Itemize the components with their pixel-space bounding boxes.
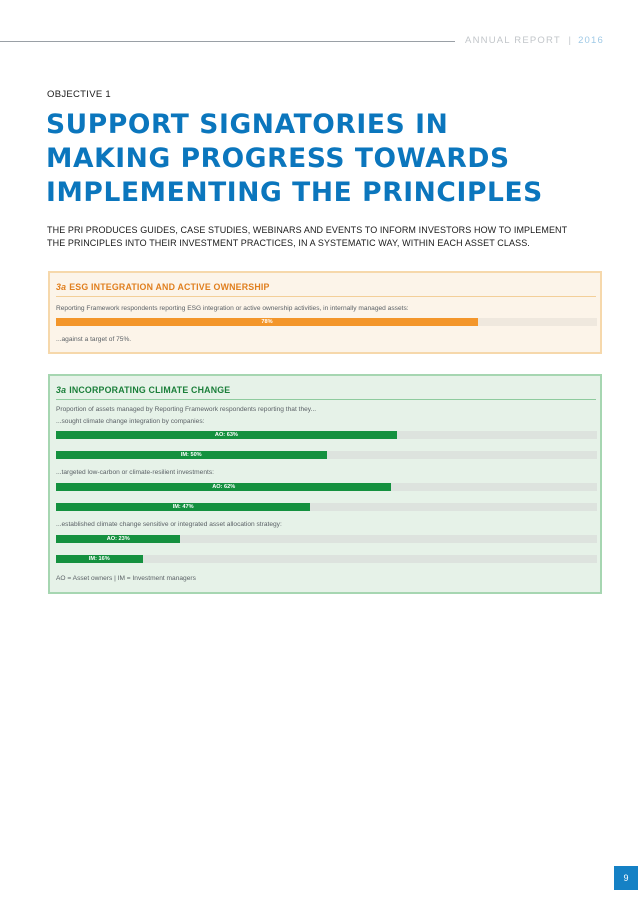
intro-line: THE PRINCIPLES INTO THEIR INVESTMENT PRA… bbox=[47, 238, 530, 248]
climate-bar-track: IM: 50% bbox=[56, 451, 597, 459]
climate-panel-prefix: 3a bbox=[56, 385, 67, 395]
climate-bar-label: AO: 62% bbox=[212, 484, 236, 490]
intro-paragraph: THE PRI PRODUCES GUIDES, CASE STUDIES, W… bbox=[47, 224, 607, 250]
climate-bar-label: AO: 63% bbox=[214, 432, 238, 438]
climate-panel-title-text: INCORPORATING CLIMATE CHANGE bbox=[69, 385, 231, 395]
climate-panel-intro: Proportion of assets managed by Reportin… bbox=[56, 406, 317, 413]
esg-panel-title: 3a ESG INTEGRATION AND ACTIVE OWNERSHIP bbox=[56, 282, 270, 292]
climate-bar-fill: AO: 63% bbox=[56, 431, 397, 439]
header-separator: | bbox=[568, 35, 573, 46]
esg-bar-fill: 78% bbox=[56, 318, 478, 326]
esg-panel-prefix: 3a bbox=[56, 282, 67, 292]
header-rule bbox=[0, 41, 455, 42]
intro-line: THE PRI PRODUCES GUIDES, CASE STUDIES, W… bbox=[47, 225, 568, 235]
report-year: 2016 bbox=[578, 35, 604, 46]
climate-bar-track: AO: 62% bbox=[56, 483, 597, 491]
climate-bar-fill: IM: 50% bbox=[56, 451, 327, 459]
objective-label: OBJECTIVE 1 bbox=[47, 89, 112, 100]
climate-group-label: ...targeted low-carbon or climate-resili… bbox=[56, 469, 214, 476]
climate-legend: AO = Asset owners | IM = Investment mana… bbox=[56, 575, 196, 582]
climate-bar-track: IM: 16% bbox=[56, 555, 597, 563]
esg-panel-description: Reporting Framework respondents reportin… bbox=[56, 305, 409, 312]
climate-bar-label: IM: 50% bbox=[180, 452, 202, 458]
climate-bar-fill: IM: 47% bbox=[56, 503, 311, 511]
climate-group-label: ...sought climate change integration by … bbox=[56, 418, 205, 425]
report-label: ANNUAL REPORT bbox=[465, 35, 561, 46]
esg-panel-divider bbox=[56, 296, 596, 297]
report-header: ANNUAL REPORT | 2016 bbox=[465, 35, 604, 46]
esg-bar-track: 78% bbox=[56, 318, 597, 326]
climate-bar-fill: IM: 16% bbox=[56, 555, 143, 563]
climate-bar-fill: AO: 62% bbox=[56, 483, 392, 491]
page-title: SUPPORT SIGNATORIES IN MAKING PROGRESS T… bbox=[46, 108, 606, 210]
climate-bar-label: AO: 23% bbox=[106, 536, 130, 542]
climate-bar-track: AO: 63% bbox=[56, 431, 597, 439]
esg-target-note: ...against a target of 75%. bbox=[56, 336, 132, 343]
page-number: 9 bbox=[614, 866, 638, 890]
title-line: MAKING PROGRESS TOWARDS bbox=[46, 143, 510, 174]
climate-bar-label: IM: 47% bbox=[172, 504, 194, 510]
climate-bar-track: AO: 23% bbox=[56, 535, 597, 543]
esg-bar-label: 78% bbox=[261, 319, 273, 325]
climate-bar-track: IM: 47% bbox=[56, 503, 597, 511]
climate-panel-title: 3a INCORPORATING CLIMATE CHANGE bbox=[56, 385, 230, 395]
esg-panel-title-text: ESG INTEGRATION AND ACTIVE OWNERSHIP bbox=[69, 282, 270, 292]
climate-bar-fill: AO: 23% bbox=[56, 535, 181, 543]
title-line: SUPPORT SIGNATORIES IN bbox=[46, 109, 449, 140]
title-line: IMPLEMENTING THE PRINCIPLES bbox=[46, 177, 543, 208]
climate-bar-label: IM: 16% bbox=[88, 556, 110, 562]
climate-group-label: ...established climate change sensitive … bbox=[56, 521, 282, 528]
esg-integration-panel: 3a ESG INTEGRATION AND ACTIVE OWNERSHIP R… bbox=[48, 271, 602, 354]
climate-panel-divider bbox=[56, 399, 596, 400]
climate-change-panel: 3a INCORPORATING CLIMATE CHANGE Proportio… bbox=[48, 374, 602, 594]
